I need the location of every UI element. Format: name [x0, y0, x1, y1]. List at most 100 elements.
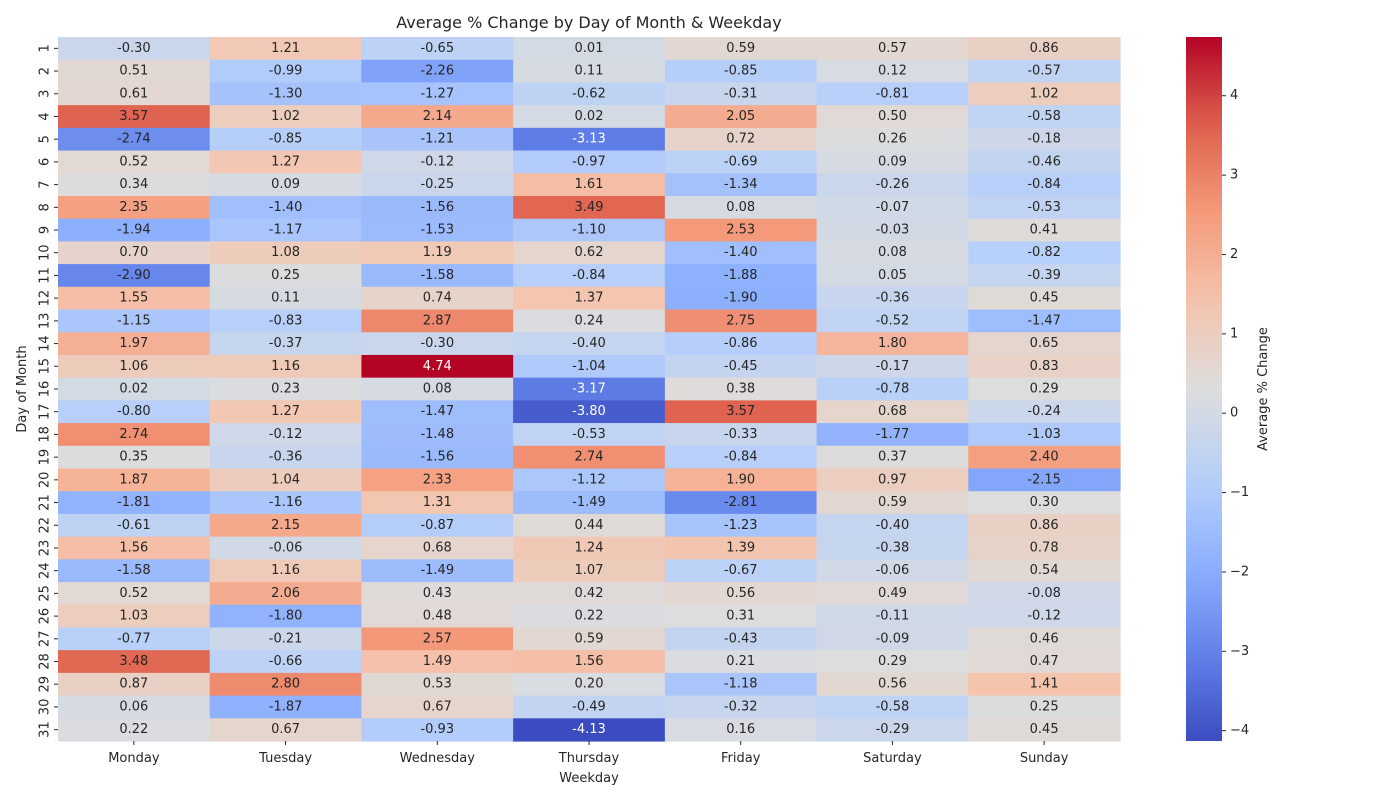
cell-value-label: 1.55: [119, 291, 148, 306]
cell-value-label: 2.80: [271, 677, 300, 692]
cell-value-label: -1.23: [724, 518, 758, 533]
cell-value-label: 0.97: [878, 472, 907, 487]
heatmap-cell: [58, 718, 211, 742]
heatmap-cell: [513, 627, 666, 651]
colorbar-label: Average % Change: [1256, 327, 1271, 451]
heatmap-cell: [664, 354, 818, 379]
cell-value-label: -0.84: [724, 450, 758, 465]
heatmap-cell: [664, 309, 818, 333]
heatmap-cell: [361, 468, 514, 492]
heatmap-cell: [816, 582, 969, 606]
y-axis-label: Day of Month: [15, 345, 30, 432]
heatmap-cell: [816, 105, 969, 129]
cell-value-label: 2.33: [423, 472, 452, 487]
cell-value-label: -0.80: [117, 404, 151, 419]
heatmap-cell: [58, 354, 211, 379]
heatmap-cell: [209, 559, 363, 583]
y-tick-label: 5: [38, 135, 53, 143]
heatmap-cell: [968, 400, 1121, 424]
heatmap-cell: [209, 195, 363, 220]
heatmap-cell: [209, 672, 363, 697]
heatmap-cell: [816, 604, 969, 629]
cell-value-label: -1.16: [269, 495, 303, 510]
heatmap-cell: [58, 400, 211, 424]
cell-value-label: 0.09: [271, 177, 300, 192]
cell-value-label: 0.20: [575, 677, 604, 692]
heatmap-cell: [664, 400, 818, 424]
cell-value-label: -0.18: [1027, 132, 1061, 147]
cell-value-label: 0.68: [878, 404, 907, 419]
y-tick-label: 4: [38, 112, 53, 120]
cell-value-label: 0.62: [575, 245, 604, 260]
cell-value-label: 0.67: [423, 699, 452, 714]
cell-value-label: 3.48: [119, 654, 148, 669]
heatmap-cell: [58, 59, 211, 84]
heatmap-cell: [58, 491, 211, 515]
cell-value-label: -1.94: [117, 223, 151, 238]
heatmap-cell: [513, 377, 666, 401]
cell-value-label: 2.35: [119, 200, 148, 215]
cell-value-label: 0.22: [575, 609, 604, 624]
cell-value-label: 0.54: [1030, 563, 1059, 578]
cell-value-label: -0.82: [1027, 245, 1061, 260]
cell-value-label: 1.56: [575, 654, 604, 669]
cell-value-label: 1.97: [119, 336, 148, 351]
cell-value-label: 0.43: [423, 586, 452, 601]
heatmap-cell: [209, 354, 363, 379]
cell-value-label: 2.06: [271, 586, 300, 601]
heatmap-cell: [209, 309, 363, 333]
colorbar-tick-label: 2: [1230, 247, 1238, 262]
heatmap-cell: [209, 173, 363, 197]
y-axis-ticks: 1234567891011121314151617181920212223242…: [38, 44, 58, 738]
cell-value-label: 0.06: [119, 699, 148, 714]
cell-value-label: 0.35: [119, 450, 148, 465]
cell-value-label: -0.84: [1027, 177, 1061, 192]
cell-value-label: -0.21: [269, 631, 303, 646]
cell-value-label: 1.80: [878, 336, 907, 351]
heatmap-cell: [361, 377, 514, 401]
heatmap-cell: [816, 536, 969, 560]
cell-value-label: 0.52: [119, 154, 148, 169]
x-tick-label: Tuesday: [258, 751, 312, 766]
heatmap-cell: [361, 286, 514, 311]
heatmap-cell: [361, 173, 514, 197]
cell-value-label: -1.40: [724, 245, 758, 260]
cell-value-label: -1.56: [420, 200, 454, 215]
cell-value-label: 0.74: [423, 291, 452, 306]
heatmap-cell: [664, 491, 818, 515]
heatmap-cell: [361, 423, 514, 447]
y-tick-label: 9: [38, 226, 53, 234]
cell-value-label: -0.08: [1027, 586, 1061, 601]
heatmap-cell: [968, 468, 1121, 492]
heatmap-cell: [968, 127, 1121, 152]
y-tick-label: 21: [38, 494, 53, 511]
cell-value-label: 2.05: [726, 109, 755, 124]
cell-value-label: 0.48: [423, 609, 452, 624]
heatmap-cell: [209, 400, 363, 424]
cell-value-label: -1.90: [724, 291, 758, 306]
cell-value-label: 1.31: [423, 495, 452, 510]
heatmap-cell: [58, 377, 211, 401]
heatmap-cell: [816, 286, 969, 311]
cell-value-label: -3.13: [572, 132, 606, 147]
cell-value-label: 1.27: [271, 154, 300, 169]
heatmap-cell: [58, 627, 211, 651]
cell-value-label: -1.10: [572, 223, 606, 238]
heatmap-cell: [664, 513, 818, 538]
cell-value-label: -0.36: [876, 291, 910, 306]
heatmap-cell: [513, 286, 666, 311]
heatmap-cell: [58, 604, 211, 629]
heatmap-cell: [513, 127, 666, 152]
heatmap-cell: [664, 82, 818, 106]
cell-value-label: 2.15: [271, 518, 300, 533]
cell-value-label: -0.09: [876, 631, 910, 646]
cell-value-label: 2.87: [423, 313, 452, 328]
cell-value-label: -0.12: [1027, 609, 1061, 624]
y-tick-label: 17: [38, 403, 53, 420]
heatmap-cell: [513, 354, 666, 379]
heatmap-cell: [361, 332, 514, 356]
cell-value-label: -1.27: [420, 86, 454, 101]
colorbar-tick-label: 4: [1230, 88, 1238, 103]
heatmap-cell: [58, 582, 211, 606]
cell-value-label: 0.70: [119, 245, 148, 260]
